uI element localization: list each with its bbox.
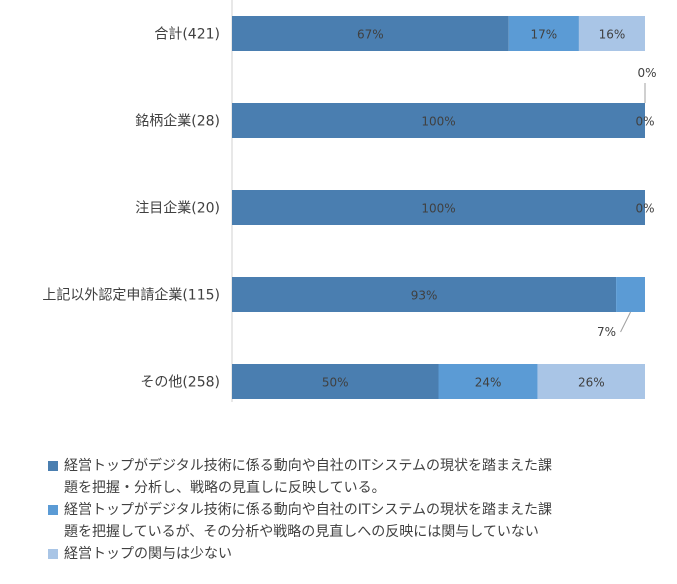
- data-label: 24%: [475, 376, 502, 390]
- category-label: 合計(421): [154, 27, 220, 43]
- category-label: 注目企業(20): [135, 200, 220, 217]
- data-label: 16%: [599, 28, 626, 42]
- bar-segment: [232, 277, 617, 312]
- stacked-bar-chart: 合計(421) 67% 17% 16% 銘柄企業(28) 100% 0% 注目企業(20) 10…: [42, 0, 657, 402]
- data-label: 67%: [357, 28, 384, 42]
- data-label: 93%: [411, 289, 438, 303]
- legend-label-1: 経営トップがデジタル技術に係る動向や自社のITシステムの現状を踏まえた課 題を把…: [64, 458, 552, 496]
- legend-label-3: 経営トップの関与は少ない: [64, 546, 232, 562]
- legend-swatch-3: [48, 549, 58, 559]
- data-label: 17%: [530, 28, 557, 42]
- leader-line: [620, 311, 631, 333]
- legend-label-2: 経営トップがデジタル技術に係る動向や自社のITシステムの現状を踏まえた課 題を把…: [64, 502, 552, 540]
- bar-segment: [438, 364, 538, 399]
- bar-segment: [537, 364, 645, 399]
- data-label: 50%: [322, 376, 349, 390]
- data-label: 26%: [578, 376, 605, 390]
- bar-segment: [578, 16, 645, 51]
- category-label: 銘柄企業(28): [135, 113, 220, 130]
- bar-segment: [232, 364, 439, 399]
- legend-item-3: 経営トップの関与は少ない: [48, 543, 668, 565]
- legend-swatch-2: [48, 505, 58, 515]
- category-label: 上記以外認定申請企業(115): [42, 287, 220, 304]
- bar-segment: [232, 103, 645, 138]
- legend-item-2: 経営トップがデジタル技術に係る動向や自社のITシステムの現状を踏まえた課 題を把…: [48, 499, 668, 543]
- bar-segment: [508, 16, 579, 51]
- legend-swatch-1: [48, 461, 58, 471]
- legend: 経営トップがデジタル技術に係る動向や自社のITシステムの現状を踏まえた課 題を把…: [48, 455, 668, 565]
- data-label: 0%: [637, 66, 656, 80]
- data-label: 0%: [635, 115, 654, 129]
- data-label: 7%: [597, 325, 616, 339]
- data-label: 100%: [421, 115, 455, 129]
- data-label: 100%: [421, 202, 455, 216]
- bar-segment: [616, 277, 645, 312]
- bar-segment: [232, 16, 509, 51]
- data-label: 0%: [635, 202, 654, 216]
- category-label: その他(258): [140, 375, 220, 391]
- legend-item-1: 経営トップがデジタル技術に係る動向や自社のITシステムの現状を踏まえた課 題を把…: [48, 455, 668, 499]
- bar-segment: [232, 190, 645, 225]
